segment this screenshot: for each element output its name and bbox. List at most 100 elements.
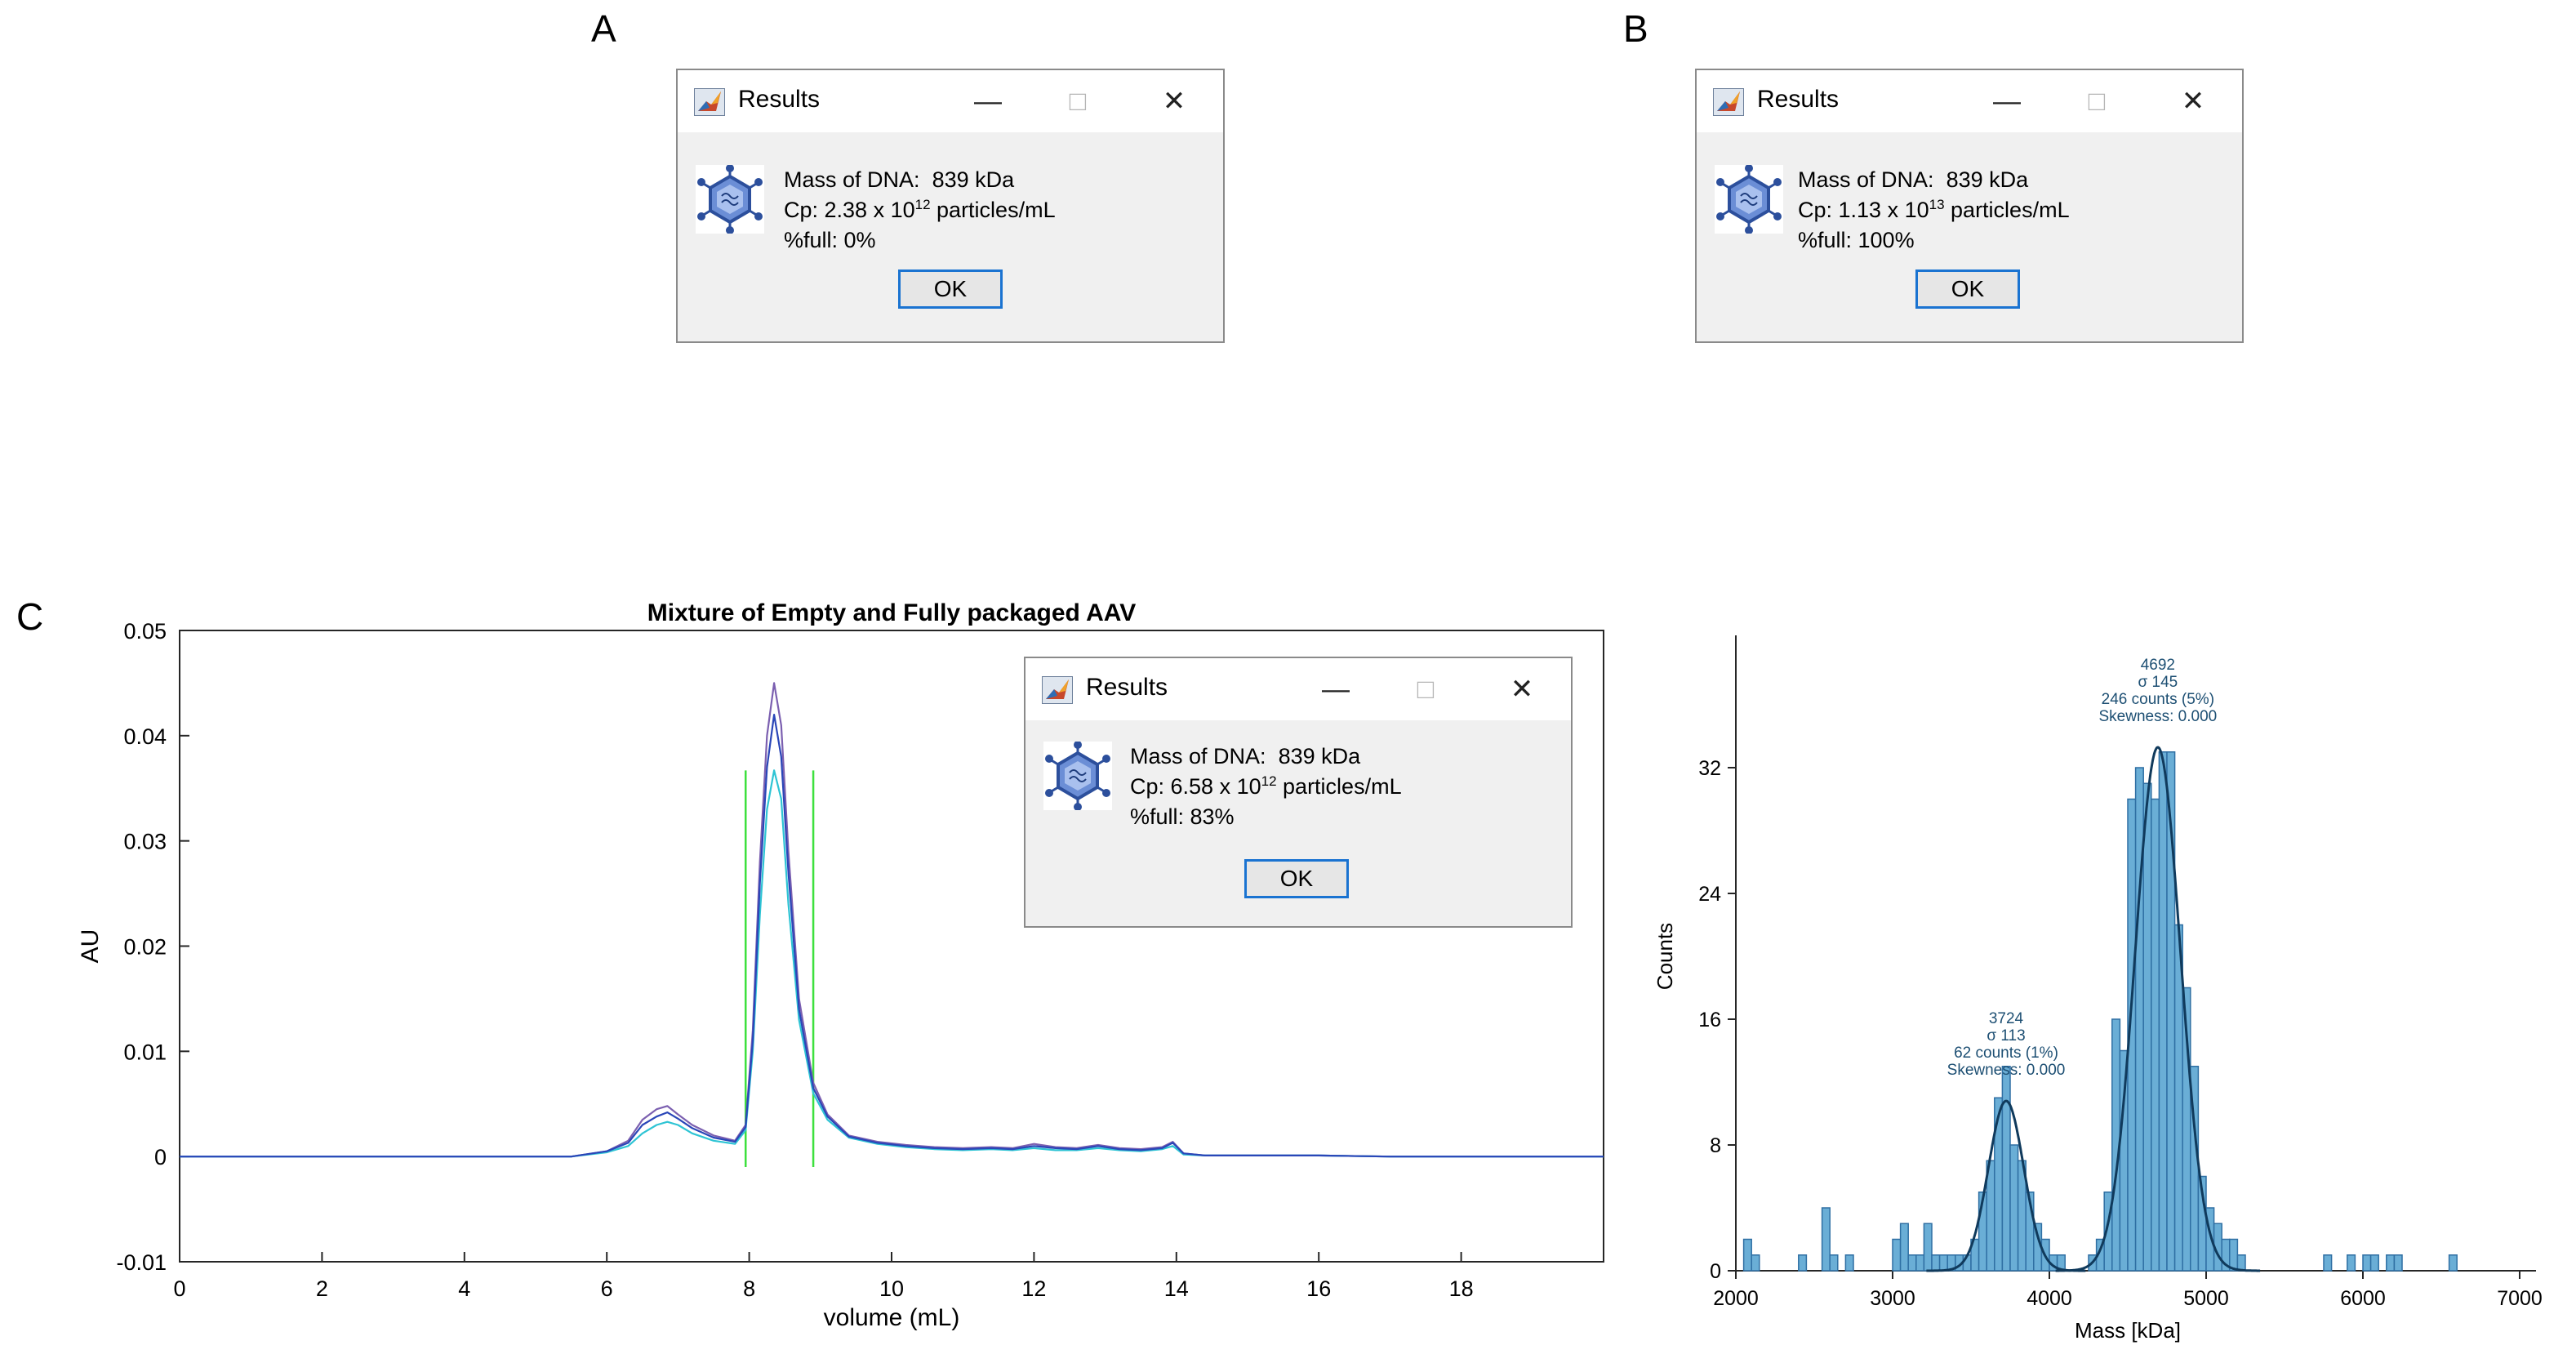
aav-particle-icon — [696, 165, 764, 234]
peak-annotation-text: Skewness: 0.000 — [2099, 708, 2218, 725]
dialog-title: Results — [1086, 674, 1168, 701]
full-percent: %full: 0% — [784, 228, 876, 252]
histogram-bar — [2323, 1254, 2333, 1272]
cp-exponent: 12 — [1261, 773, 1277, 789]
x-tick-label: 2000 — [1713, 1287, 1759, 1310]
dialog-title: Results — [738, 86, 821, 113]
x-tick-label: 14 — [1164, 1276, 1189, 1301]
ok-button[interactable]: OK — [898, 270, 1003, 309]
x-tick-label: 6 — [601, 1276, 613, 1301]
histogram-bar — [2362, 1254, 2372, 1272]
histogram-bar — [2393, 1254, 2403, 1272]
histogram-bar — [1829, 1254, 1839, 1272]
results-dialog-a: Results — □ ✕ Mass of DNA: 839 kDa Cp: 2… — [676, 69, 1225, 343]
cp-suffix: particles/mL — [1276, 774, 1402, 799]
chart-title: Mixture of Empty and Fully packaged AAV — [647, 599, 1136, 626]
y-axis-label: Counts — [1653, 923, 1677, 990]
histogram-bar — [2158, 751, 2168, 1272]
close-icon[interactable]: ✕ — [2181, 86, 2205, 117]
minimize-icon[interactable]: — — [1322, 674, 1350, 705]
x-tick-label: 2 — [316, 1276, 328, 1301]
results-text: Mass of DNA: 839 kDa Cp: 2.38 x 1012 par… — [784, 165, 1056, 256]
histogram-bar — [1907, 1254, 1917, 1272]
cp-exponent: 13 — [1929, 197, 1945, 212]
y-tick-label: -0.01 — [116, 1250, 167, 1275]
results-text: Mass of DNA: 839 kDa Cp: 6.58 x 1012 par… — [1130, 742, 1402, 832]
cp-prefix: Cp: 1.13 x 10 — [1798, 198, 1929, 222]
peak-annotation-text: 4692 — [2141, 657, 2175, 674]
y-tick-label: 8 — [1710, 1134, 1721, 1157]
aav-particle-icon — [1715, 165, 1783, 234]
mass-value: 839 kDa — [1946, 167, 2029, 192]
x-tick-label: 10 — [879, 1276, 904, 1301]
cp-prefix: Cp: 6.58 x 10 — [1130, 774, 1261, 799]
peak-annotation-text: σ 113 — [1987, 1027, 2025, 1045]
x-axis-label: volume (mL) — [824, 1304, 960, 1331]
dialog-title-bar[interactable]: Results — □ ✕ — [1697, 70, 2242, 132]
panel-label-b: B — [1623, 7, 1648, 50]
x-tick-label: 6000 — [2340, 1287, 2386, 1310]
cp-suffix: particles/mL — [1944, 198, 2070, 222]
histogram-bar — [2009, 1144, 2019, 1272]
chromatogram-chart: Mixture of Empty and Fully packaged AAV v… — [77, 599, 1604, 1331]
x-tick-label: 3000 — [1870, 1287, 1915, 1310]
peak-annotation-text: 246 counts (5%) — [2102, 691, 2214, 708]
histogram-bar — [2347, 1254, 2356, 1272]
mass-value: 839 kDa — [1278, 744, 1361, 768]
histogram-bar — [1915, 1254, 1925, 1272]
x-tick-label: 0 — [173, 1276, 185, 1301]
x-tick-label: 4000 — [2027, 1287, 2072, 1310]
panel-label-a: A — [591, 7, 616, 50]
ok-button[interactable]: OK — [1915, 270, 2020, 309]
series-line — [180, 769, 1604, 1158]
x-tick-label: 16 — [1306, 1276, 1331, 1301]
y-tick-label: 0 — [1710, 1260, 1721, 1283]
histogram-bar — [1899, 1223, 1909, 1272]
histogram-bar — [2142, 782, 2152, 1272]
panel-label-c: C — [16, 595, 44, 638]
y-tick-label: 24 — [1698, 883, 1721, 906]
matlab-icon — [694, 88, 725, 116]
peak-annotation-text: Skewness: 0.000 — [1947, 1062, 2066, 1079]
cp-suffix: particles/mL — [930, 198, 1056, 222]
aav-particle-icon — [1043, 742, 1112, 810]
cp-exponent: 12 — [914, 197, 931, 212]
x-tick-label: 12 — [1021, 1276, 1046, 1301]
y-tick-label: 0.04 — [123, 724, 167, 749]
mass-histogram-chart: 2000 3000 4000 5000 6000 7000 0 8 16 24 32 Mass [kD… — [1653, 635, 2543, 1343]
y-tick-label: 0.01 — [123, 1040, 167, 1064]
y-tick-label: 0 — [154, 1145, 167, 1169]
peak-annotation-text: 62 counts (1%) — [1954, 1045, 2058, 1062]
dialog-title-bar[interactable]: Results — □ ✕ — [1026, 658, 1571, 720]
mass-label: Mass of DNA: — [1798, 167, 1934, 192]
matlab-icon — [1042, 676, 1073, 704]
mass-label: Mass of DNA: — [784, 167, 920, 192]
y-tick-label: 16 — [1698, 1009, 1721, 1031]
minimize-icon[interactable]: — — [974, 86, 1002, 117]
maximize-icon: □ — [1417, 674, 1435, 705]
cp-prefix: Cp: 2.38 x 10 — [784, 198, 915, 222]
results-dialog-b: Results — □ ✕ Mass of DNA: 839 kDa Cp: 1… — [1695, 69, 2244, 343]
x-tick-label: 5000 — [2183, 1287, 2229, 1310]
maximize-icon: □ — [1069, 86, 1087, 117]
y-tick-label: 0.02 — [123, 935, 167, 960]
close-icon[interactable]: ✕ — [1162, 86, 1186, 117]
histogram-bar — [1751, 1254, 1760, 1272]
mass-value: 839 kDa — [932, 167, 1015, 192]
y-axis-label: AU — [77, 929, 104, 964]
histogram-bar — [1844, 1254, 1854, 1272]
histogram-bar — [1931, 1254, 1941, 1272]
dialog-title-bar[interactable]: Results — □ ✕ — [678, 70, 1223, 132]
gaussian-fit-line — [1926, 1099, 2086, 1272]
series-line — [180, 714, 1604, 1158]
peak-annotation-text: σ 145 — [2138, 674, 2178, 691]
full-percent: %full: 83% — [1130, 804, 1235, 829]
ok-button[interactable]: OK — [1244, 859, 1349, 898]
x-tick-label: 7000 — [2497, 1287, 2543, 1310]
close-icon[interactable]: ✕ — [1510, 674, 1534, 705]
minimize-icon[interactable]: — — [1993, 86, 2021, 117]
dialog-title: Results — [1757, 86, 1840, 113]
histogram-bar — [1938, 1254, 1948, 1272]
y-tick-label: 32 — [1698, 757, 1721, 780]
x-axis-label: Mass [kDa] — [2075, 1318, 2181, 1343]
